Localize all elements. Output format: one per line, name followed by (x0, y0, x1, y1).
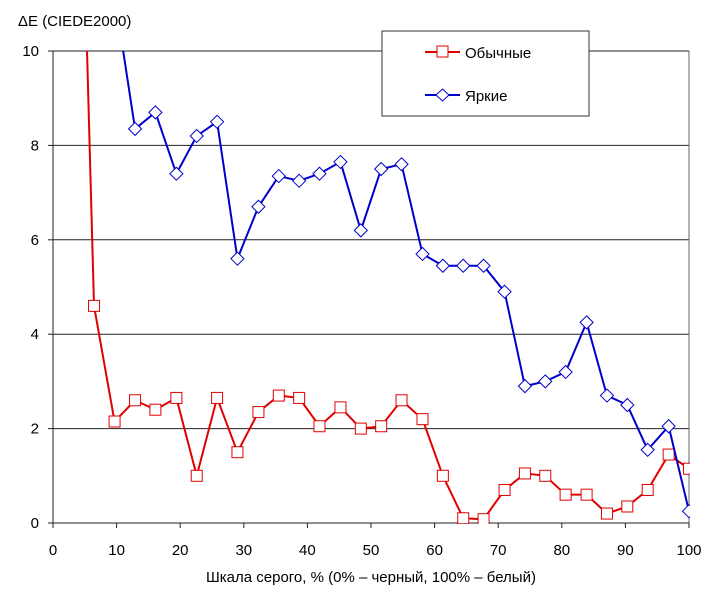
data-point-square (211, 391, 224, 404)
data-point-diamond (169, 166, 184, 181)
x-tick-label: 30 (235, 542, 252, 559)
data-point-diamond (353, 223, 369, 238)
legend-label-1: Обычные (465, 45, 531, 62)
data-point-square (334, 401, 347, 414)
x-tick-label: 80 (553, 542, 570, 559)
data-point-square (477, 513, 490, 524)
data-point-square (518, 467, 531, 480)
x-tick-label: 50 (363, 542, 380, 559)
data-point-square (395, 394, 408, 407)
data-point-square (129, 394, 142, 407)
data-point-diamond (599, 388, 615, 403)
data-point-diamond (681, 503, 690, 519)
data-point-diamond (394, 157, 409, 172)
x-tick-label: 40 (299, 542, 316, 559)
data-point-diamond (312, 166, 327, 181)
data-point-diamond (415, 246, 430, 262)
data-point-square (170, 391, 183, 404)
data-point-diamond (148, 105, 163, 120)
data-point-diamond (640, 442, 655, 458)
data-point-diamond (209, 114, 225, 130)
data-point-diamond (291, 173, 307, 189)
data-point-diamond (579, 315, 594, 330)
data-point-square (559, 488, 572, 501)
data-point-square (190, 469, 203, 482)
x-tick-label: 10 (108, 542, 125, 559)
data-point-square (662, 448, 675, 461)
x-tick-label: 0 (49, 542, 57, 559)
data-point-square (88, 299, 101, 312)
data-point-square (272, 389, 285, 402)
y-axis-label: ΔE (CIEDE2000) (18, 13, 131, 30)
data-point-diamond (620, 397, 635, 413)
legend-box (381, 30, 590, 117)
y-tick-label: 0 (31, 515, 39, 532)
data-point-diamond (333, 154, 348, 170)
data-point-diamond (251, 199, 266, 214)
data-point-diamond (271, 168, 286, 184)
data-point-diamond (476, 258, 491, 273)
data-point-square (641, 483, 654, 496)
x-tick-label: 90 (617, 542, 634, 559)
data-point-square (600, 507, 613, 520)
data-point-square (252, 406, 265, 419)
data-point-square (580, 488, 593, 501)
legend-marker-square (436, 45, 449, 58)
data-point-square (231, 446, 244, 459)
legend-label-2: Яркие (465, 88, 507, 105)
series-group (86, 0, 690, 524)
legend: Обычные Яркие (381, 30, 590, 117)
data-point-diamond (661, 419, 676, 434)
data-point-square (539, 469, 552, 482)
data-point-diamond (373, 161, 389, 177)
x-axis-label: Шкала серого, % (0% – черный, 100% – бел… (206, 569, 536, 586)
y-tick-label: 6 (31, 232, 39, 249)
y-tick-label: 2 (31, 421, 39, 438)
data-point-diamond (189, 128, 204, 144)
data-point-square (375, 420, 388, 433)
data-point-diamond (517, 378, 533, 394)
data-point-square (683, 462, 690, 475)
data-point-square (293, 391, 306, 404)
y-tick-label: 4 (31, 326, 39, 343)
data-point-diamond (558, 364, 573, 380)
x-tick-label: 70 (490, 542, 507, 559)
x-tick-label: 60 (426, 542, 443, 559)
data-point-diamond (230, 251, 245, 266)
data-point-square (457, 512, 470, 524)
legend-marker-diamond (435, 88, 450, 102)
data-point-diamond (497, 284, 512, 299)
data-point-square (149, 403, 162, 416)
series-line-1 (86, 51, 690, 521)
data-point-square (436, 469, 449, 482)
y-tick-label: 10 (22, 43, 39, 60)
data-point-diamond (456, 258, 471, 273)
y-tick-label: 8 (31, 137, 39, 154)
data-point-diamond (108, 0, 121, 1)
data-point-diamond (538, 374, 553, 389)
data-point-diamond (127, 121, 143, 137)
data-point-square (313, 420, 326, 433)
data-point-square (416, 413, 429, 426)
gridlines (53, 50, 689, 430)
x-tick-label: 20 (172, 542, 189, 559)
x-tick-label: 100 (676, 542, 701, 559)
data-point-square (621, 500, 634, 513)
data-point-diamond (435, 258, 451, 273)
data-point-square (354, 422, 367, 435)
data-point-square (108, 415, 121, 428)
data-point-square (498, 483, 511, 496)
